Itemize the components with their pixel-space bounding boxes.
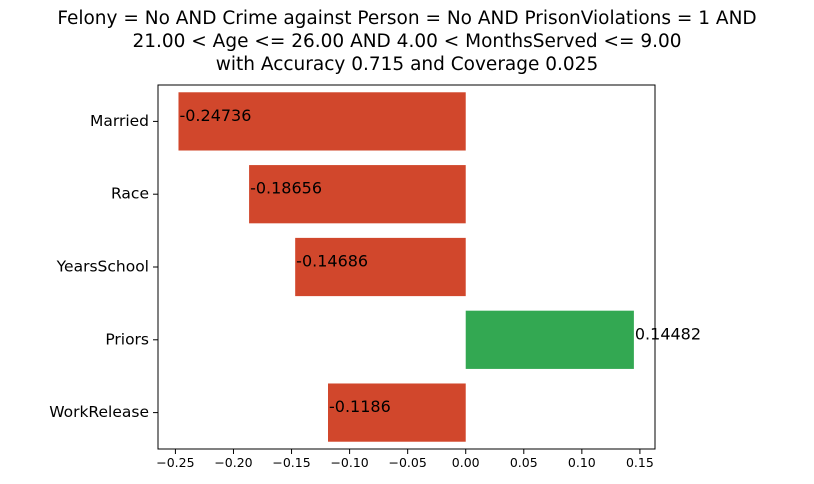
y-tick-label-workrelease: WorkRelease — [49, 403, 149, 421]
x-tick-label: 0.15 — [626, 455, 654, 470]
data-label-married: -0.24736 — [179, 106, 251, 125]
y-tick-label-race: Race — [111, 185, 149, 203]
y-tick-label-married: Married — [90, 112, 149, 130]
bar-married — [178, 92, 466, 151]
x-tick-label: 0.00 — [452, 455, 480, 470]
x-tick-label: 0.10 — [568, 455, 596, 470]
x-tick-label: −0.05 — [389, 455, 427, 470]
chart-title-line-2: 21.00 < Age <= 26.00 AND 4.00 < MonthsSe… — [132, 31, 682, 52]
y-tick-label-yearsschool: YearsSchool — [56, 258, 149, 276]
data-label-priors: 0.14482 — [635, 324, 701, 343]
plot-frame — [157, 84, 656, 450]
bar-priors — [465, 310, 634, 369]
bar-race — [249, 165, 466, 224]
bar-yearsschool — [295, 237, 466, 297]
data-label-race: -0.18656 — [250, 179, 322, 198]
chart-title-line-3: with Accuracy 0.715 and Coverage 0.025 — [215, 54, 599, 75]
data-label-yearsschool: -0.14686 — [296, 252, 368, 271]
x-tick-label: −0.10 — [330, 455, 368, 470]
data-label-workrelease: -0.1186 — [329, 397, 391, 416]
bar-workrelease — [328, 383, 466, 442]
chart-title-line-1: Felony = No AND Crime against Person = N… — [57, 8, 757, 29]
x-tick-label: −0.25 — [156, 455, 194, 470]
x-tick-label: −0.20 — [214, 455, 252, 470]
y-tick-label-priors: Priors — [105, 330, 149, 348]
x-tick-label: 0.05 — [510, 455, 538, 470]
x-tick-label: −0.15 — [272, 455, 310, 470]
